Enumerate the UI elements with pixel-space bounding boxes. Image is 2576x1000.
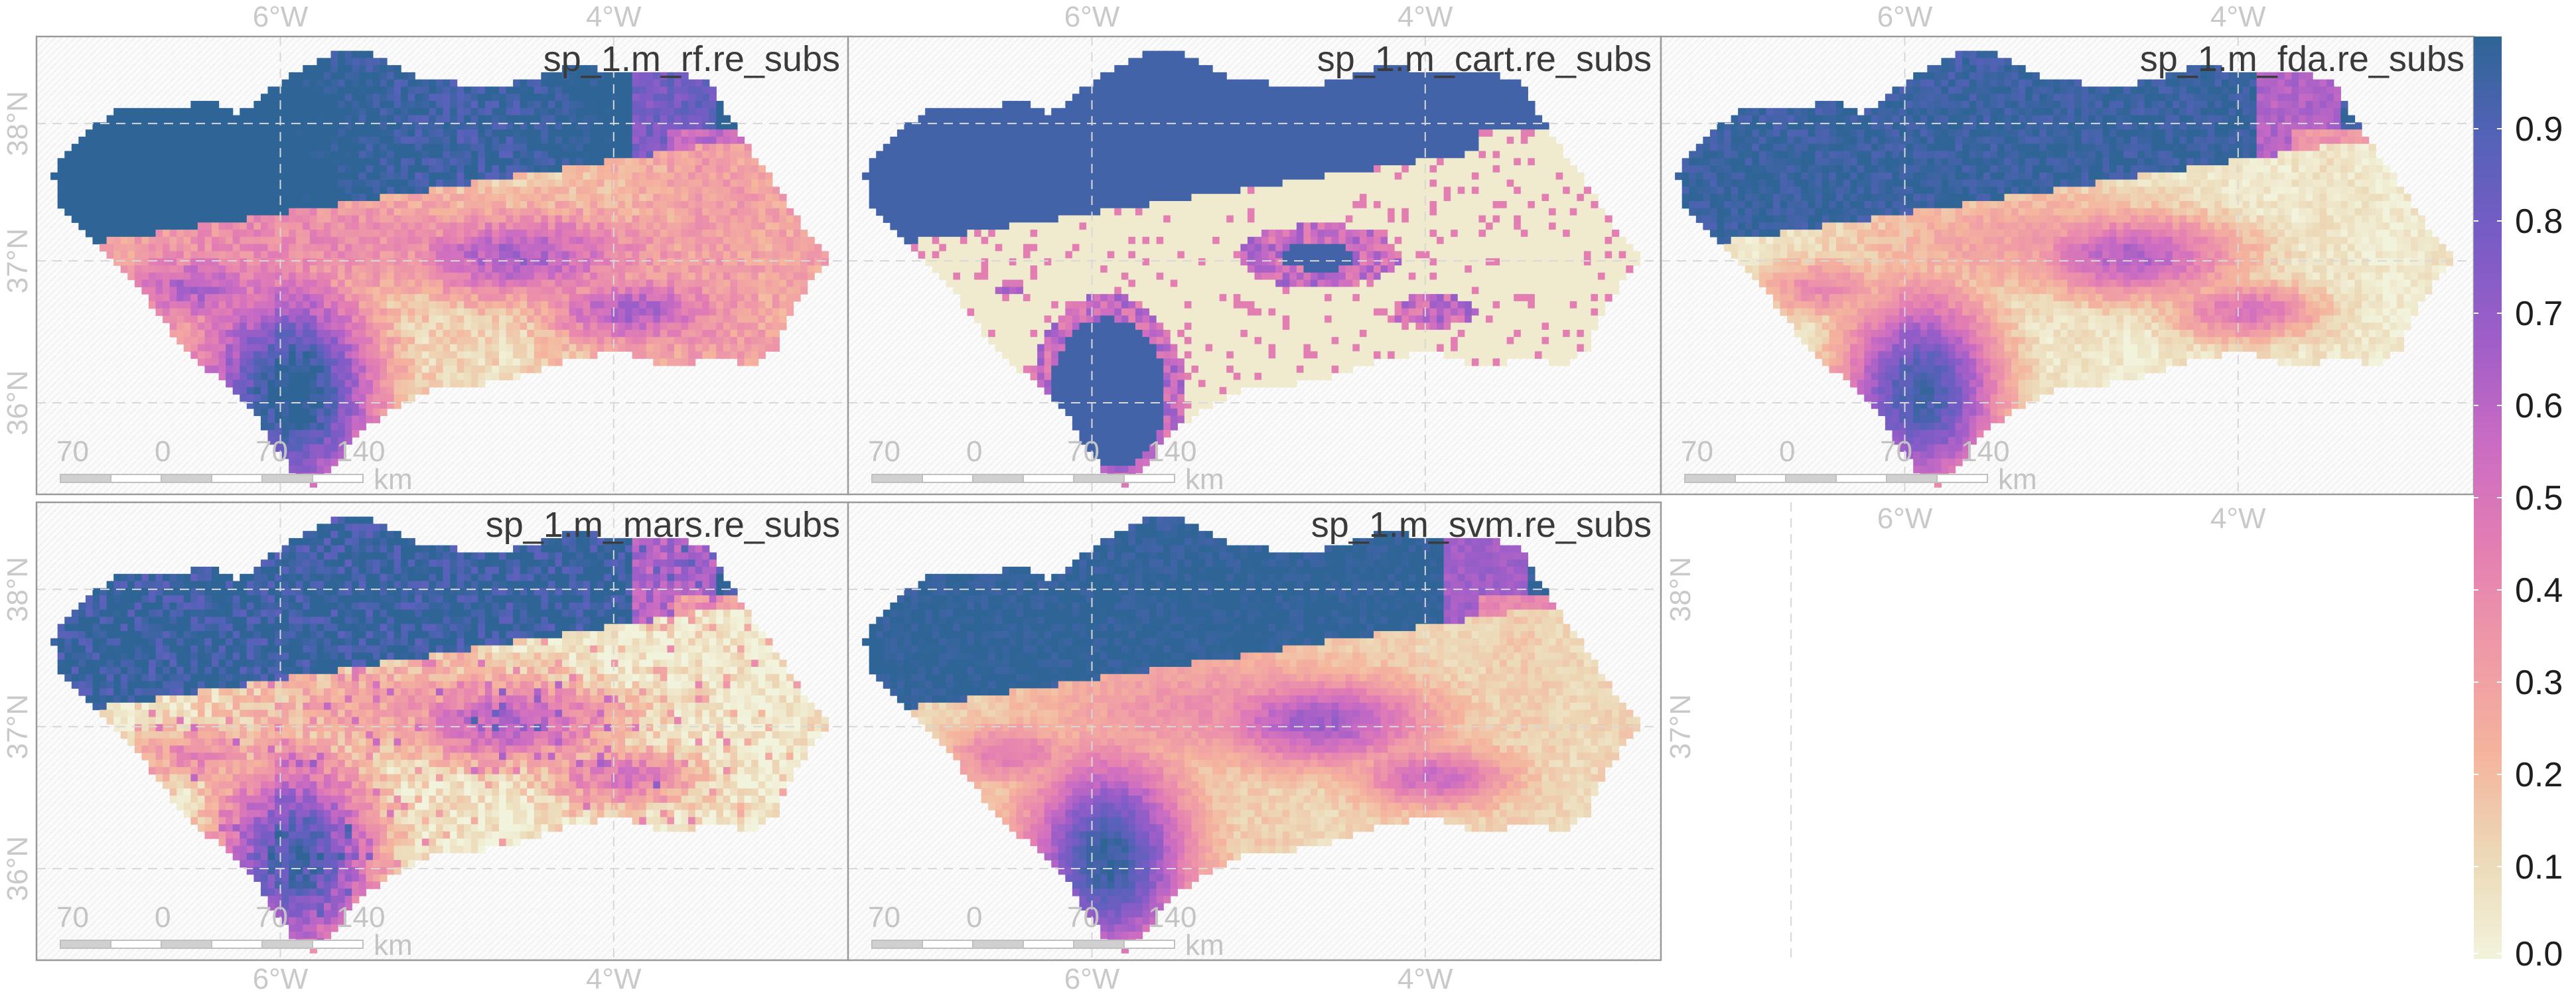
lat-tick-label: 37°N — [1664, 694, 1697, 759]
scale-bar-label: 140 — [336, 435, 385, 468]
scale-bar-unit: km — [374, 929, 413, 962]
lon-tick-label: 4°W — [1397, 963, 1453, 995]
graticule — [1661, 36, 2474, 494]
panel-frame — [847, 501, 1662, 962]
lon-tick-label: 6°W — [1877, 1, 1933, 33]
graticule — [848, 502, 1792, 960]
scale-bar-unit: km — [374, 463, 413, 496]
colorbar-tick-label: 0.8 — [2515, 202, 2563, 241]
scale-bar-label: 70 — [255, 435, 288, 468]
lon-tick-label: 4°W — [1397, 1, 1453, 33]
scale-bar-label: 70 — [255, 901, 288, 934]
colorbar-tick-label: 0.1 — [2515, 848, 2563, 887]
lon-tick-label: 6°W — [1064, 1, 1120, 33]
colorbar-tick-label: 0.4 — [2515, 571, 2563, 610]
colorbar: 0.9 0.8 0.7 0.6 0.5 0.4 0.3 0.2 0.1 0.0 — [2474, 36, 2563, 973]
panel-title: sp_1.m_rf.re_subs — [543, 39, 840, 79]
panel-title: sp_1.m_fda.re_subs — [2140, 39, 2465, 79]
lon-tick-label: 6°W — [1064, 963, 1120, 995]
panel-title: sp_1.m_svm.re_subs — [1311, 505, 1652, 545]
scale-bar-unit: km — [1185, 463, 1224, 496]
scale-bar-label: 70 — [868, 435, 900, 468]
lon-tick-label: 6°W — [253, 963, 309, 995]
scale-bar-label: 70 — [1681, 435, 1713, 468]
lon-tick-label: 6°W — [253, 1, 309, 33]
scale-bar-label: 140 — [1148, 901, 1196, 934]
colorbar-tick-label: 0.2 — [2515, 756, 2563, 794]
lat-tick-label: 37°N — [1, 228, 34, 293]
scale-bar-label: 0 — [966, 435, 982, 468]
scale-bar-unit: km — [1185, 929, 1224, 962]
lon-tick-label: 4°W — [2210, 502, 2266, 535]
scale-bar-label: 0 — [966, 901, 982, 934]
scale-bar-label: 70 — [56, 435, 89, 468]
colorbar-tick-label: 0.7 — [2515, 295, 2563, 333]
lat-tick-label: 37°N — [1, 694, 34, 759]
panel-title: sp_1.m_mars.re_subs — [486, 505, 840, 545]
scale-bar-label: 70 — [1067, 435, 1100, 468]
lat-tick-label: 38°N — [1, 91, 34, 156]
colorbar-tick-label: 0.3 — [2515, 664, 2563, 702]
lat-tick-label: 36°N — [1, 370, 34, 435]
scale-bar-unit: km — [1998, 463, 2037, 496]
lon-tick-label: 4°W — [586, 963, 642, 995]
scale-bar-label: 70 — [1067, 901, 1100, 934]
colorbar-tick-label: 0.0 — [2515, 935, 2563, 973]
scale-bar-label: 0 — [155, 901, 171, 934]
lon-tick-label: 4°W — [2210, 1, 2266, 33]
colorbar-tick-label: 0.5 — [2515, 479, 2563, 518]
scale-bar-label: 0 — [1779, 435, 1795, 468]
scale-bar-label: 140 — [336, 901, 385, 934]
scale-bar-label: 70 — [868, 901, 900, 934]
lon-tick-label: 4°W — [586, 1, 642, 33]
scale-bar-label: 70 — [56, 901, 89, 934]
scale-bar-label: 70 — [1880, 435, 1912, 468]
panel-title: sp_1.m_cart.re_subs — [1317, 39, 1652, 79]
scale-bar-label: 0 — [155, 435, 171, 468]
lat-tick-label: 38°N — [1664, 557, 1697, 622]
lon-tick-label: 6°W — [1877, 502, 1933, 535]
lat-tick-label: 36°N — [1, 836, 34, 901]
colorbar-tick-label: 0.6 — [2515, 387, 2563, 425]
scale-bar-label: 140 — [1961, 435, 2009, 468]
scale-bar-label: 140 — [1148, 435, 1196, 468]
colorbar-tick-label: 0.9 — [2515, 110, 2563, 149]
lat-tick-label: 38°N — [1, 557, 34, 622]
